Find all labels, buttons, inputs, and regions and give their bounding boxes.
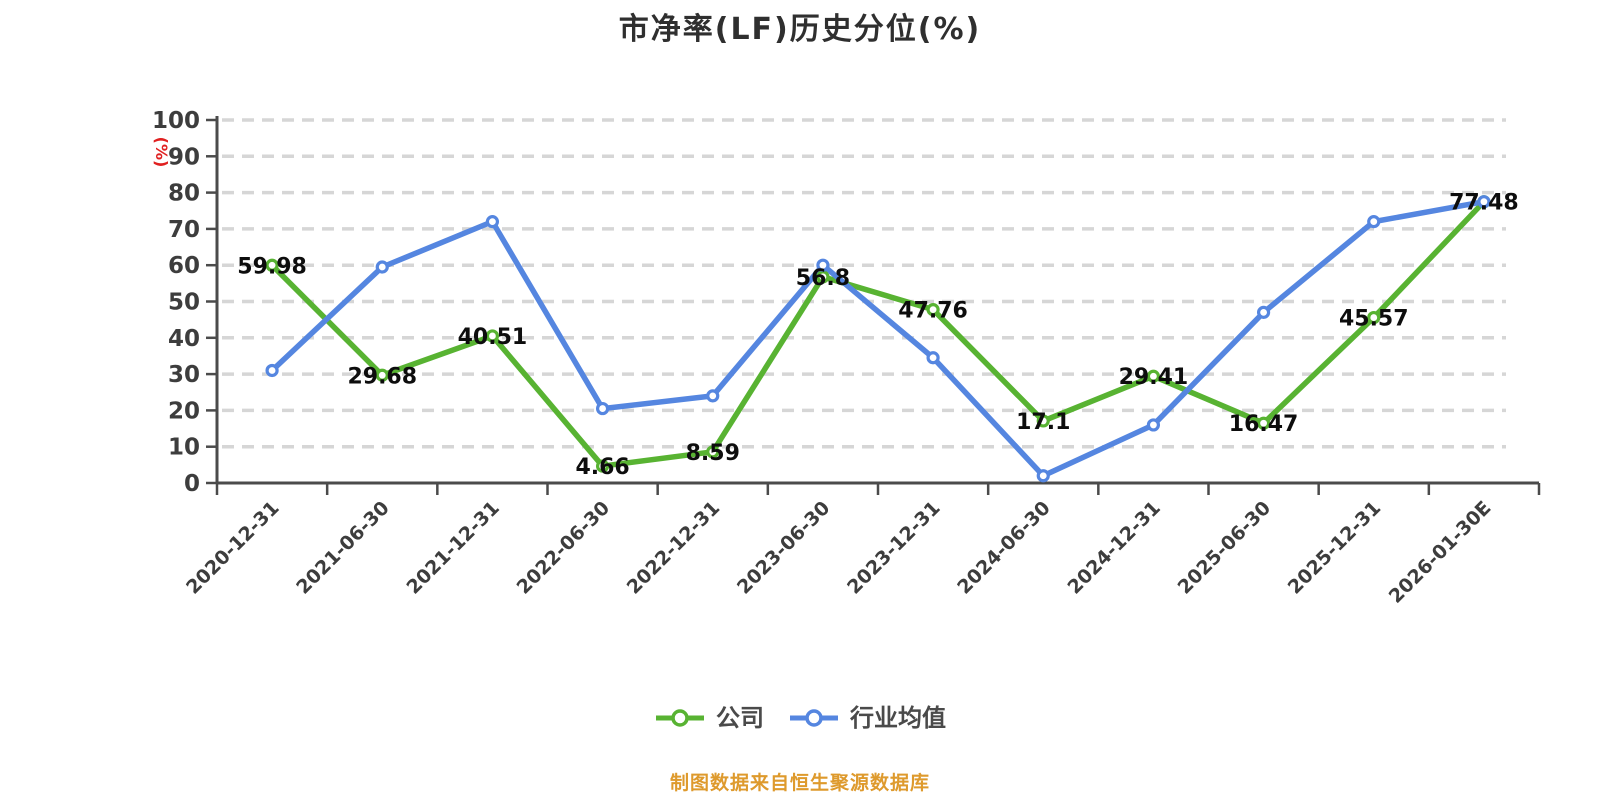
x-tick-label: 2022-06-30 [513, 497, 615, 599]
company-point[interactable] [926, 303, 940, 317]
value-label: 29.68 [347, 364, 417, 389]
x-tick-label: 2024-12-31 [1063, 497, 1165, 599]
industry-average-point[interactable] [1477, 195, 1491, 209]
legend-label-industry-average: 行业均值 [850, 704, 946, 732]
value-label: 4.66 [575, 455, 629, 480]
x-tick-label: 2021-06-30 [292, 497, 394, 599]
x-tick-label: 2026-01-30E [1385, 497, 1496, 608]
company-point[interactable] [375, 368, 389, 382]
x-tick-label: 2020-12-31 [182, 497, 284, 599]
company-point[interactable] [485, 329, 500, 343]
y-tick-label: 90 [168, 144, 200, 170]
footer-note: 制图数据来自恒生聚源数据库 [669, 772, 930, 794]
industry-average-point[interactable] [1036, 469, 1050, 483]
industry-average-legend-point [805, 709, 823, 727]
value-label: 56.8 [796, 266, 850, 291]
company-point[interactable] [595, 459, 610, 473]
x-tick-label: 2022-12-31 [623, 497, 725, 599]
industry-average-point[interactable] [816, 258, 830, 272]
industry-average-line [269, 198, 1487, 479]
y-tick-label: 100 [152, 108, 200, 134]
value-label: 16.47 [1229, 412, 1299, 437]
x-tick-label: 2024-06-30 [953, 497, 1055, 599]
industry-average-point[interactable] [706, 389, 720, 403]
company-point[interactable] [1146, 369, 1161, 383]
y-tick-label: 0 [184, 471, 200, 497]
x-tick-label: 2021-12-31 [402, 497, 504, 599]
company-legend-point [671, 709, 689, 727]
industry-average-point[interactable] [926, 351, 940, 365]
industry-average-point[interactable] [595, 401, 610, 416]
company-point[interactable] [1256, 416, 1271, 430]
y-tick-label: 20 [168, 398, 200, 424]
y-tick-label: 40 [168, 326, 200, 352]
x-tick-label: 2025-06-30 [1174, 497, 1276, 599]
chart-title: 市净率(LF)历史分位(%) [618, 12, 982, 47]
industry-average-point[interactable] [1367, 215, 1381, 229]
company-line [269, 198, 1487, 469]
value-label: 17.1 [1016, 410, 1070, 435]
company-point[interactable] [706, 445, 720, 459]
value-label: 45.57 [1339, 307, 1409, 332]
value-label: 8.59 [686, 441, 740, 466]
value-label: 40.51 [458, 325, 528, 350]
industry-average-point[interactable] [1256, 305, 1271, 319]
y-tick-label: 10 [168, 435, 200, 461]
industry-average-point[interactable] [375, 260, 389, 274]
value-label: 29.41 [1119, 365, 1189, 390]
legend-item-company[interactable]: 公司 [654, 706, 764, 730]
industry-average-point[interactable] [1146, 418, 1161, 432]
y-axis-unit-label: (%) [152, 137, 171, 168]
company-point[interactable] [816, 270, 830, 284]
company-legend-marker-icon [656, 709, 704, 727]
x-tick-label: 2023-12-31 [843, 497, 945, 599]
company-point[interactable] [1036, 414, 1050, 428]
x-tick-label: 2025-12-31 [1284, 497, 1386, 599]
company-point[interactable] [1367, 310, 1381, 325]
industry-average-point[interactable] [485, 215, 500, 229]
value-label: 59.98 [237, 254, 307, 279]
value-label: 47.76 [898, 299, 968, 324]
value-label: 77.48 [1449, 191, 1519, 216]
y-tick-label: 80 [168, 181, 200, 207]
legend-label-company: 公司 [716, 704, 764, 732]
industry-average-legend-marker-icon [790, 709, 838, 727]
y-tick-label: 60 [168, 253, 200, 279]
legend-item-industry-average[interactable]: 行业均值 [788, 706, 946, 730]
legend: 公司 行业均值 [0, 706, 1600, 730]
x-tick-label: 2023-06-30 [733, 497, 835, 599]
company-point[interactable] [265, 258, 279, 272]
y-tick-label: 50 [168, 290, 200, 316]
y-tick-label: 70 [168, 217, 200, 243]
y-tick-label: 30 [168, 362, 200, 388]
industry-average-point[interactable] [265, 363, 279, 378]
